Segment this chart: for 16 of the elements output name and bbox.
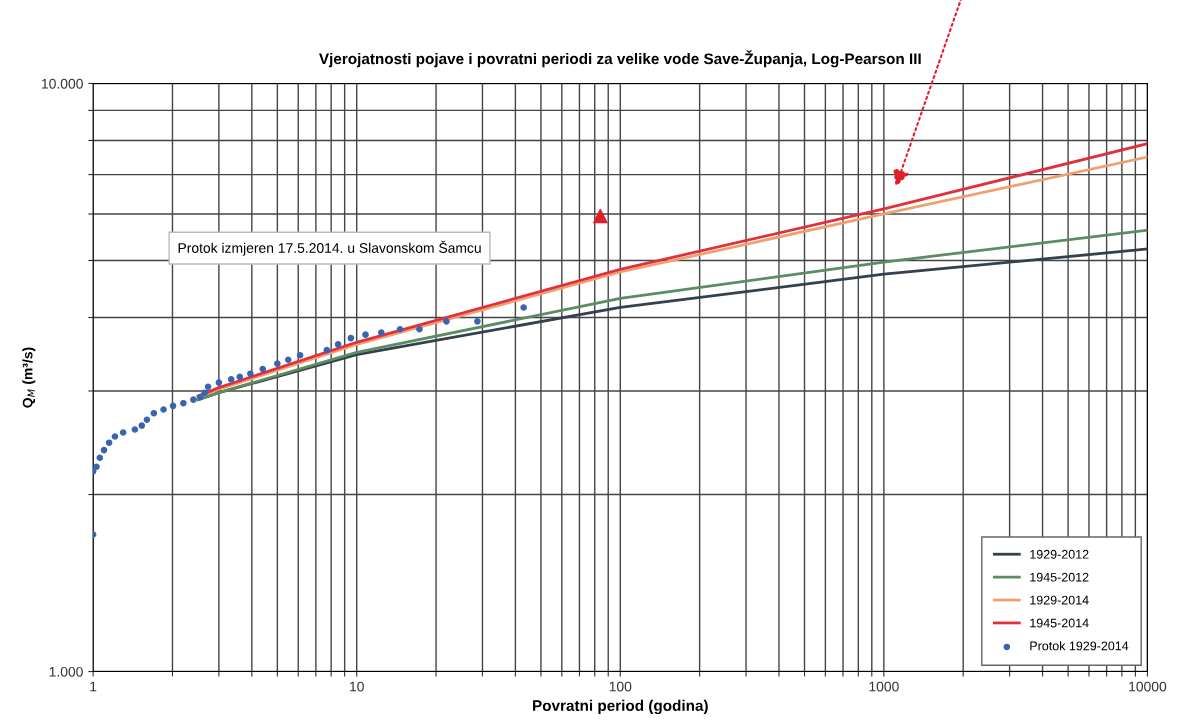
legend-label: 1945-2014 bbox=[1030, 618, 1089, 628]
y-axis-title: Q$_{M}$ (m³/s) bbox=[22, 347, 36, 408]
x-tick-label: 1 bbox=[90, 681, 97, 692]
x-tick-label: 100 bbox=[609, 681, 632, 692]
x-axis-title: Povratni period (godina) bbox=[533, 699, 708, 715]
x-tick-label: 10000 bbox=[1129, 681, 1167, 692]
x-tick-label: 10 bbox=[350, 681, 364, 692]
x-tick-label: 1000 bbox=[869, 681, 899, 692]
y-tick-label: 10.000 bbox=[41, 78, 83, 89]
legend-label: 1945-2012 bbox=[1030, 572, 1089, 582]
annotation: Protok izmjeren 17.5.2014. u Slavonskom Šamcu bbox=[178, 240, 481, 256]
legend-label: 1929-2012 bbox=[1030, 549, 1089, 559]
legend-label: 1929-2014 bbox=[1030, 595, 1089, 605]
chart-title: Vjerojatnosti pojave i povratni periodi za velike vode Save-Županja, Log-Pearson III bbox=[319, 50, 921, 68]
y-tick-label: 1.000 bbox=[49, 666, 83, 677]
legend-label: Protok 1929-2014 bbox=[1030, 641, 1129, 651]
